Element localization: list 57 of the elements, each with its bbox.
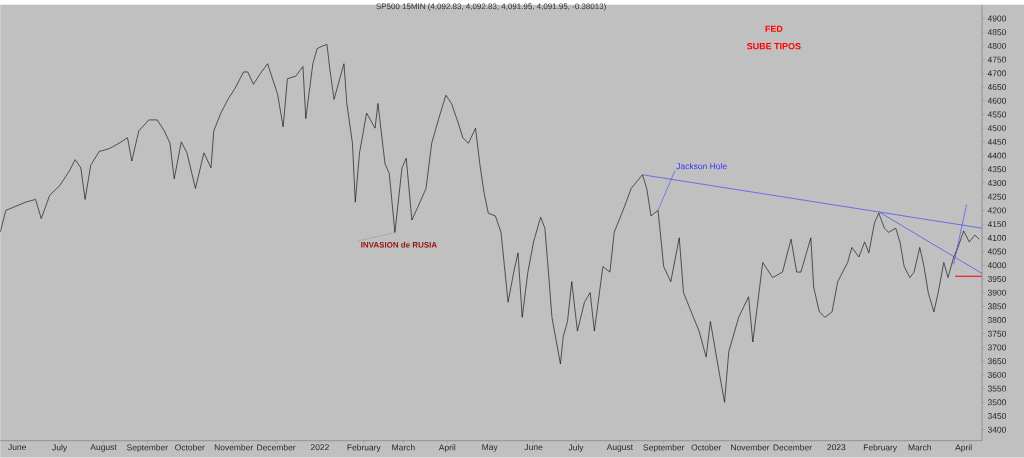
y-tick-label: 4200 — [987, 207, 1007, 214]
x-tick-label: 2023 — [827, 444, 846, 451]
x-tick-label: September — [127, 444, 168, 453]
y-tick-label: 3500 — [987, 399, 1007, 406]
y-tick-label: 4100 — [987, 234, 1007, 241]
y-tick-label: 4000 — [987, 262, 1007, 269]
x-tick-label: December — [773, 444, 812, 451]
y-tick-label: 3550 — [987, 385, 1007, 392]
x-tick-label: December — [257, 444, 296, 451]
y-tick-label: 4750 — [987, 56, 1007, 63]
y-tick-label: 3700 — [987, 344, 1007, 351]
x-tick-label: October — [691, 444, 722, 451]
y-tick-label: 4350 — [987, 166, 1007, 173]
y-tick-label: 3950 — [987, 276, 1007, 283]
x-tick-label: July — [52, 444, 68, 453]
y-tick-label: 4050 — [987, 248, 1007, 255]
y-tick-label: 4500 — [987, 125, 1007, 132]
y-tick-label: 3750 — [987, 330, 1007, 337]
y-tick-label: 3900 — [987, 289, 1007, 296]
y-tick-label: 4850 — [987, 29, 1007, 36]
y-tick-label: 3400 — [987, 426, 1007, 433]
y-tick-label: 4600 — [987, 97, 1007, 104]
x-tick-label: June — [8, 444, 26, 451]
x-tick-label: November — [731, 444, 770, 451]
y-tick-label: 4700 — [987, 70, 1007, 77]
x-tick-label: April — [955, 444, 972, 453]
y-tick-label: 4650 — [987, 84, 1007, 91]
y-tick-label: 4300 — [987, 180, 1007, 187]
x-tick-label: May — [482, 444, 498, 452]
x-tick-label: July — [568, 444, 584, 453]
x-tick-label: October — [175, 444, 205, 451]
x-tick-label: June — [524, 444, 543, 451]
y-tick-label: 4150 — [987, 221, 1007, 228]
annotation: SUBE TIPOS — [746, 43, 801, 50]
y-tick-label: 4900 — [987, 15, 1007, 22]
y-tick-label: 4450 — [987, 139, 1007, 145]
y-tick-label: 4550 — [987, 111, 1007, 118]
x-tick-label: August — [606, 444, 633, 452]
x-tick-label: March — [392, 444, 415, 451]
y-tick-label: 3800 — [987, 317, 1007, 324]
y-tick-label: 4250 — [987, 193, 1007, 200]
y-tick-label: 3850 — [987, 303, 1007, 310]
x-tick-label: September — [643, 444, 685, 453]
y-tick-label: 3650 — [987, 358, 1007, 365]
x-tick-label: February — [863, 444, 898, 453]
y-tick-label: 3450 — [987, 413, 1007, 420]
x-tick-label: November — [214, 444, 253, 451]
y-tick-label: 4400 — [987, 152, 1007, 159]
y-tick-label: 4800 — [987, 43, 1007, 50]
x-tick-label: February — [347, 444, 381, 453]
x-tick-label: April — [438, 444, 456, 453]
annotation: FED — [765, 25, 783, 32]
x-tick-label: 2022 — [310, 444, 329, 451]
annotation: Jackson Hole — [676, 163, 727, 170]
x-tick-label: August — [90, 444, 117, 452]
y-tick-label: 3600 — [987, 372, 1007, 379]
x-tick-label: March — [908, 444, 931, 451]
